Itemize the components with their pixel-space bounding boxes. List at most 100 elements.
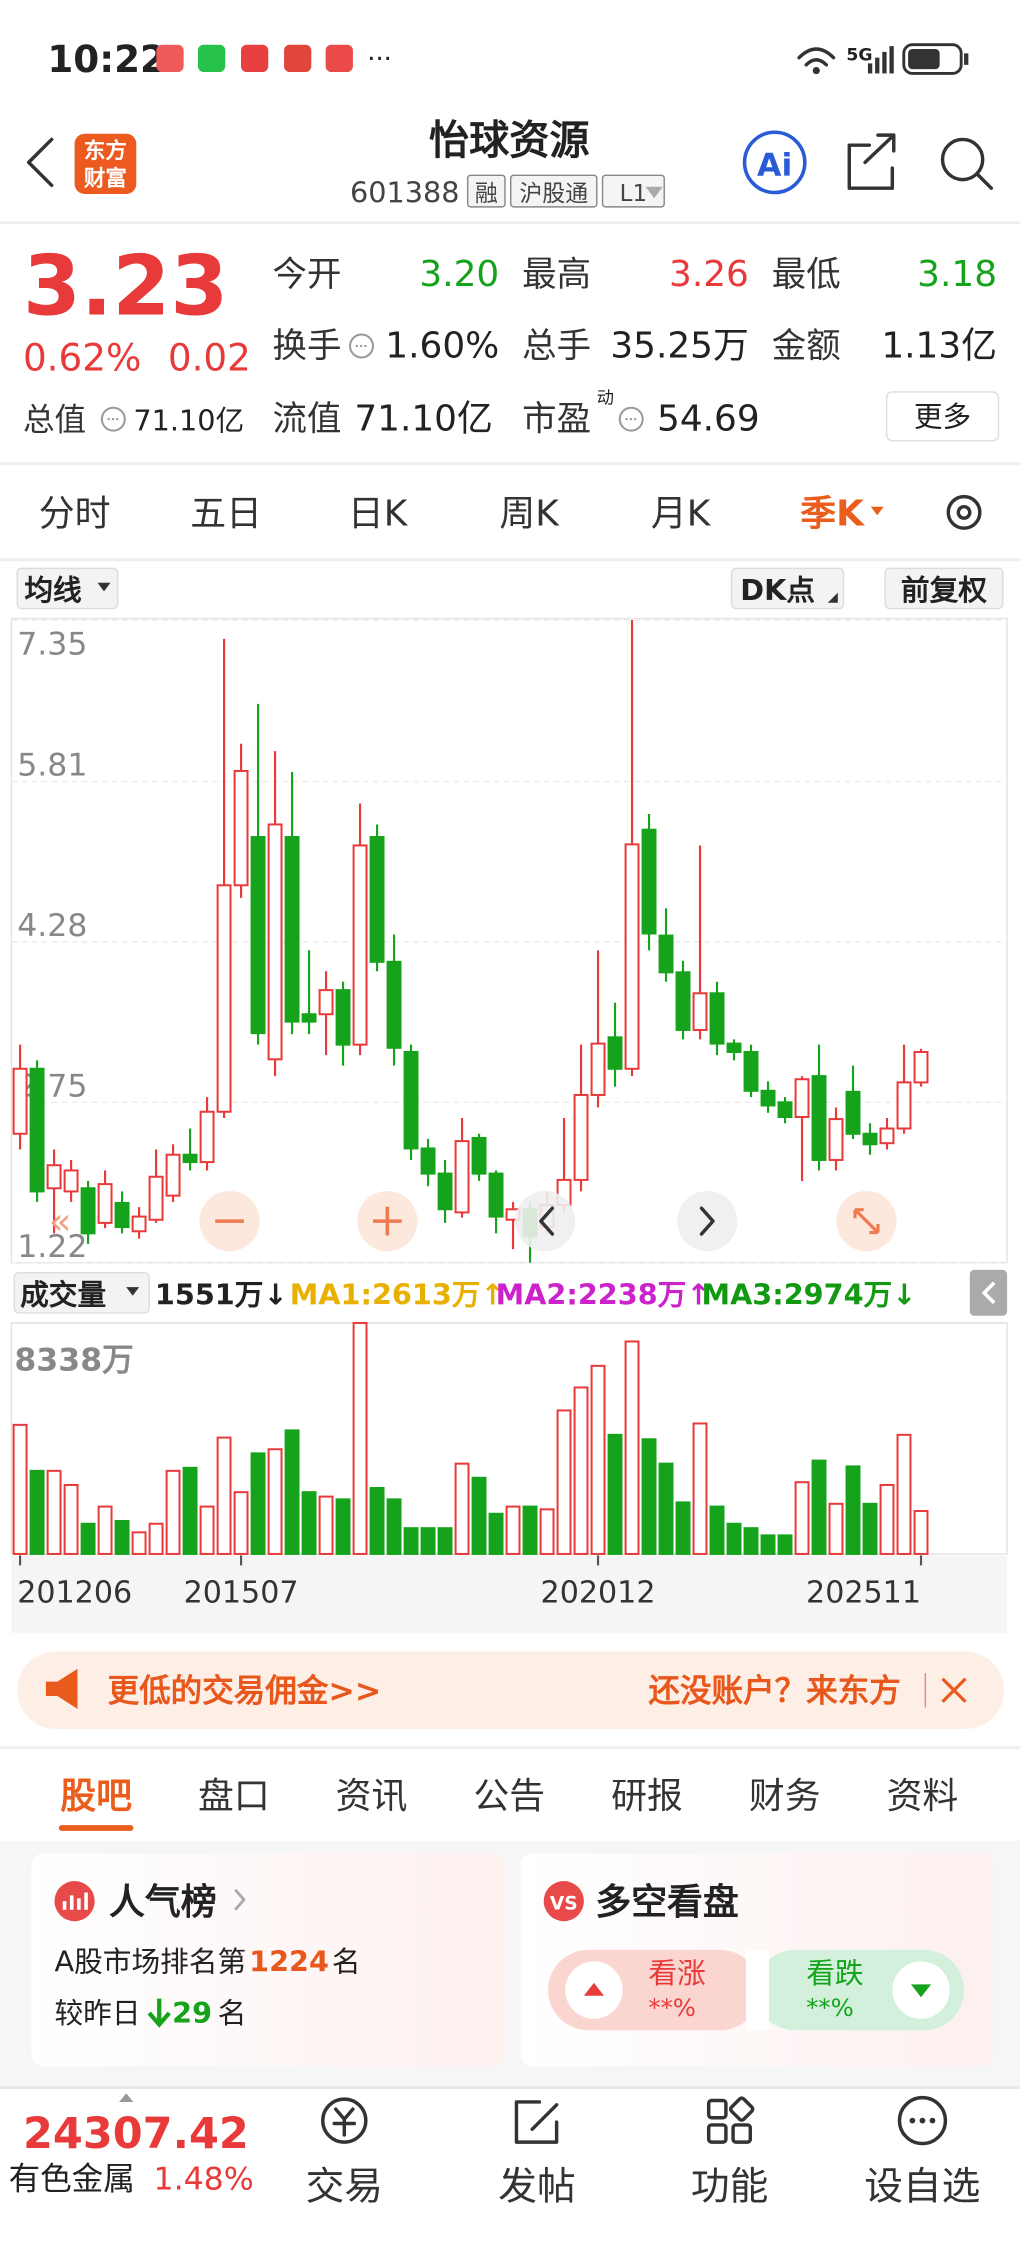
period-tab[interactable]: 分时: [39, 493, 111, 534]
volume-label: 成交量: [20, 1277, 106, 1311]
dk-label: DK点: [740, 573, 815, 607]
section-tab[interactable]: 资料: [887, 1776, 959, 1817]
section-tab[interactable]: 股吧: [60, 1776, 132, 1817]
rewind-button[interactable]: «: [49, 1199, 72, 1243]
more-button[interactable]: [885, 391, 1000, 442]
period-tab[interactable]: 日K: [348, 493, 409, 534]
candle-body: [845, 1090, 861, 1135]
volume-bar: [896, 1433, 912, 1555]
volume-bar: [879, 1483, 895, 1555]
section-tab[interactable]: 公告: [473, 1776, 545, 1817]
collapse-tab[interactable]: [969, 1269, 1008, 1316]
index-toggle[interactable]: [119, 2093, 134, 2102]
adjust-label: 前复权: [901, 573, 987, 607]
y-tick-label: 1.22: [17, 1229, 87, 1265]
next-button[interactable]: [677, 1190, 738, 1252]
more-label: 更多: [914, 399, 971, 433]
volume-bar: [641, 1438, 657, 1555]
volume-indicator-button[interactable]: [13, 1272, 150, 1314]
candle-body: [624, 843, 640, 1070]
app-logo[interactable]: [74, 133, 137, 194]
period-tab[interactable]: 五日: [190, 493, 262, 534]
stock-name: 怡球资源: [429, 118, 590, 164]
volume-bar: [862, 1502, 878, 1555]
candle-body: [114, 1201, 130, 1229]
logo-text: 财富: [84, 165, 127, 191]
candle-body: [131, 1215, 147, 1233]
candle-body: [879, 1127, 895, 1145]
settings-core: [956, 504, 972, 520]
change: 0.02: [168, 335, 251, 379]
candle-body: [709, 992, 725, 1045]
volume-bar: [369, 1487, 385, 1555]
candle-body: [811, 1075, 827, 1161]
nav-item[interactable]: 发帖: [498, 2165, 575, 2210]
popularity-change: 较昨日 29 名: [55, 1996, 247, 2030]
change-prefix: 较昨日: [55, 1996, 141, 2030]
candle-body: [913, 1050, 929, 1084]
section-tab[interactable]: 研报: [611, 1776, 683, 1817]
prev-button[interactable]: [515, 1190, 576, 1252]
section-tab[interactable]: 财务: [749, 1776, 821, 1817]
period-tab[interactable]: 周K: [499, 493, 560, 534]
field-value: 71.10亿: [354, 399, 493, 440]
volume-bar: [97, 1505, 113, 1555]
field-label: 今开: [273, 255, 342, 295]
dropdown-arrow[interactable]: [645, 186, 663, 199]
dropdown-arrow: [97, 582, 111, 592]
prev-icon: [539, 1206, 555, 1236]
volume-bar: [267, 1448, 283, 1555]
ad-banner[interactable]: [17, 1651, 1005, 1729]
app-icon: [197, 44, 226, 73]
candle-body: [777, 1101, 793, 1118]
candle-body: [641, 828, 657, 935]
ai-button[interactable]: [742, 130, 807, 195]
last-price: 3.23: [23, 237, 228, 334]
change-suffix: 名: [218, 1996, 247, 2030]
volume-bar: [250, 1452, 266, 1555]
nav-item[interactable]: 交易: [306, 2165, 383, 2210]
search-button[interactable]: [940, 137, 985, 182]
nav-item[interactable]: 功能: [691, 2165, 768, 2210]
nav-icons: [321, 2095, 948, 2146]
candle-body: [760, 1089, 776, 1107]
indicator-label: 均线: [24, 573, 82, 607]
field-value: 54.69: [657, 399, 760, 440]
adjust-button[interactable]: [884, 567, 1004, 610]
battery-level: [908, 49, 940, 70]
candle-body: [267, 823, 283, 1061]
nav-item[interactable]: 设自选: [864, 2165, 980, 2210]
volume-bar: [165, 1469, 181, 1555]
volume-bar: [726, 1522, 742, 1555]
indicator-button[interactable]: [16, 567, 119, 610]
settings-button[interactable]: [946, 494, 982, 530]
field-label: 流值: [273, 400, 342, 440]
x-tick-label: 201206: [17, 1576, 132, 1611]
section-tab[interactable]: 资讯: [336, 1776, 408, 1817]
field-value: 1.60%: [385, 325, 499, 366]
app-icon: [241, 44, 269, 73]
close-banner[interactable]: [941, 1677, 967, 1703]
period-tab[interactable]: 季K: [800, 493, 865, 534]
ma-legend: MA1:2613万↑MA2:2238万↑MA3:2974万↓: [290, 1277, 916, 1311]
volume-bar: [658, 1462, 674, 1555]
watchlist-icon: [897, 2095, 948, 2146]
period-tab[interactable]: 月K: [651, 493, 712, 534]
stock-tag-label: 沪股通: [519, 181, 588, 207]
ma-legend-item: MA1:2613万↑: [290, 1277, 505, 1311]
field-label: 最低: [772, 255, 841, 295]
rank-suffix: 名: [332, 1944, 361, 1978]
volume-bar: [692, 1422, 708, 1555]
back-button[interactable]: [26, 137, 54, 188]
change-percent: 0.62%: [23, 335, 141, 379]
index-change: 1.48%: [154, 2161, 254, 2197]
volume-bar: [284, 1429, 300, 1555]
dk-button[interactable]: [730, 567, 845, 610]
volume-bar: [573, 1386, 589, 1555]
share-button[interactable]: [847, 133, 896, 190]
logo-text: 东方: [84, 138, 127, 164]
watchlist-dots: [909, 2117, 936, 2124]
candle-body: [675, 971, 691, 1031]
section-tab[interactable]: 盘口: [198, 1776, 270, 1817]
section-tabs: 股吧 盘口 资讯 公告 研报 财务 资料: [58, 1776, 959, 1831]
